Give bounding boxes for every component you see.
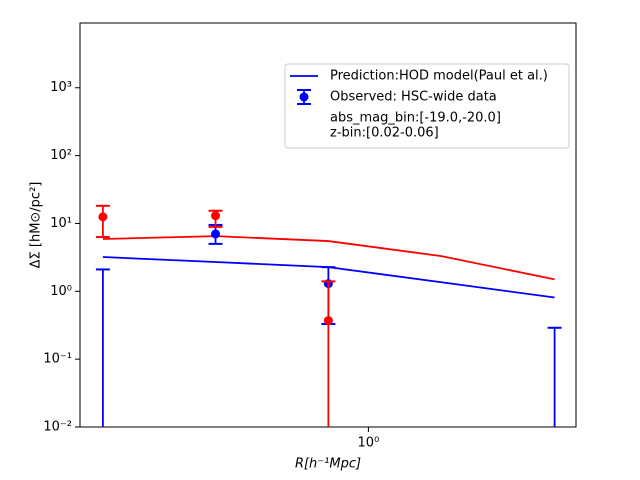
x-tick-label: 10⁰ (358, 436, 380, 451)
legend-note: z-bin:[0.02-0.06] (330, 126, 439, 141)
data-point (98, 212, 108, 222)
legend-label: Observed: HSC-wide data (330, 90, 497, 105)
y-tick-label: 10⁻² (43, 420, 72, 435)
series-line (102, 235, 555, 281)
data-point (211, 211, 221, 221)
plot-area (95, 204, 562, 427)
y-tick-label: 10¹ (50, 216, 72, 231)
y-axis-label: ΔΣ [hM⊙/pc²] (29, 182, 44, 269)
legend-swatch (299, 92, 309, 102)
legend-note: abs_mag_bin:[-19.0,-20.0] (330, 111, 501, 126)
y-tick-label: 10³ (50, 80, 72, 95)
y-tick-label: 10⁻¹ (43, 352, 72, 367)
y-tick-label: 10⁰ (50, 284, 72, 299)
x-axis-label: R[h⁻¹Mpc] (295, 457, 361, 472)
data-point (323, 316, 333, 326)
data-point (211, 229, 221, 239)
y-tick-label: 10² (50, 148, 72, 163)
legend-label: Prediction:HOD model(Paul et al.) (330, 69, 548, 84)
legend-box (284, 63, 570, 149)
